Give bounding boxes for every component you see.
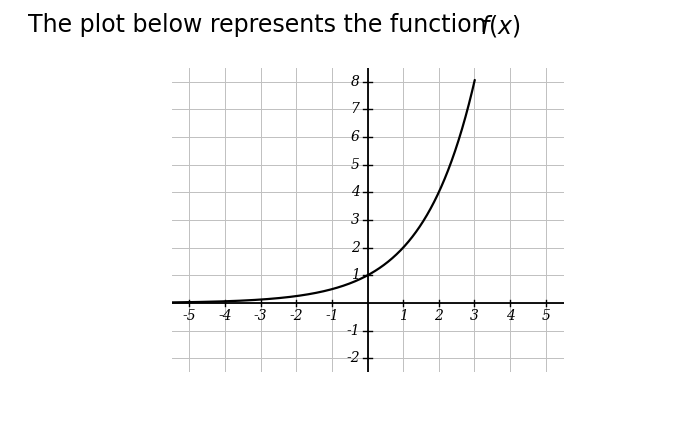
- Text: 8: 8: [351, 74, 360, 88]
- Text: 3: 3: [351, 213, 360, 227]
- Text: -2: -2: [346, 352, 360, 365]
- Text: 4: 4: [351, 185, 360, 199]
- Text: 3: 3: [470, 309, 479, 323]
- Text: -1: -1: [346, 324, 360, 338]
- Text: 1: 1: [351, 268, 360, 282]
- Text: 1: 1: [399, 309, 407, 323]
- Text: 7: 7: [351, 102, 360, 116]
- Text: -1: -1: [325, 309, 339, 323]
- Text: 2: 2: [351, 241, 360, 255]
- Text: -5: -5: [183, 309, 196, 323]
- Text: 2: 2: [434, 309, 443, 323]
- Text: 6: 6: [351, 130, 360, 144]
- Text: -3: -3: [254, 309, 267, 323]
- Text: 5: 5: [351, 158, 360, 172]
- Text: 4: 4: [505, 309, 514, 323]
- Text: The plot below represents the function: The plot below represents the function: [28, 13, 494, 37]
- Text: -2: -2: [289, 309, 303, 323]
- Text: -4: -4: [218, 309, 232, 323]
- Text: $f(x)$: $f(x)$: [480, 13, 520, 38]
- Text: 5: 5: [541, 309, 550, 323]
